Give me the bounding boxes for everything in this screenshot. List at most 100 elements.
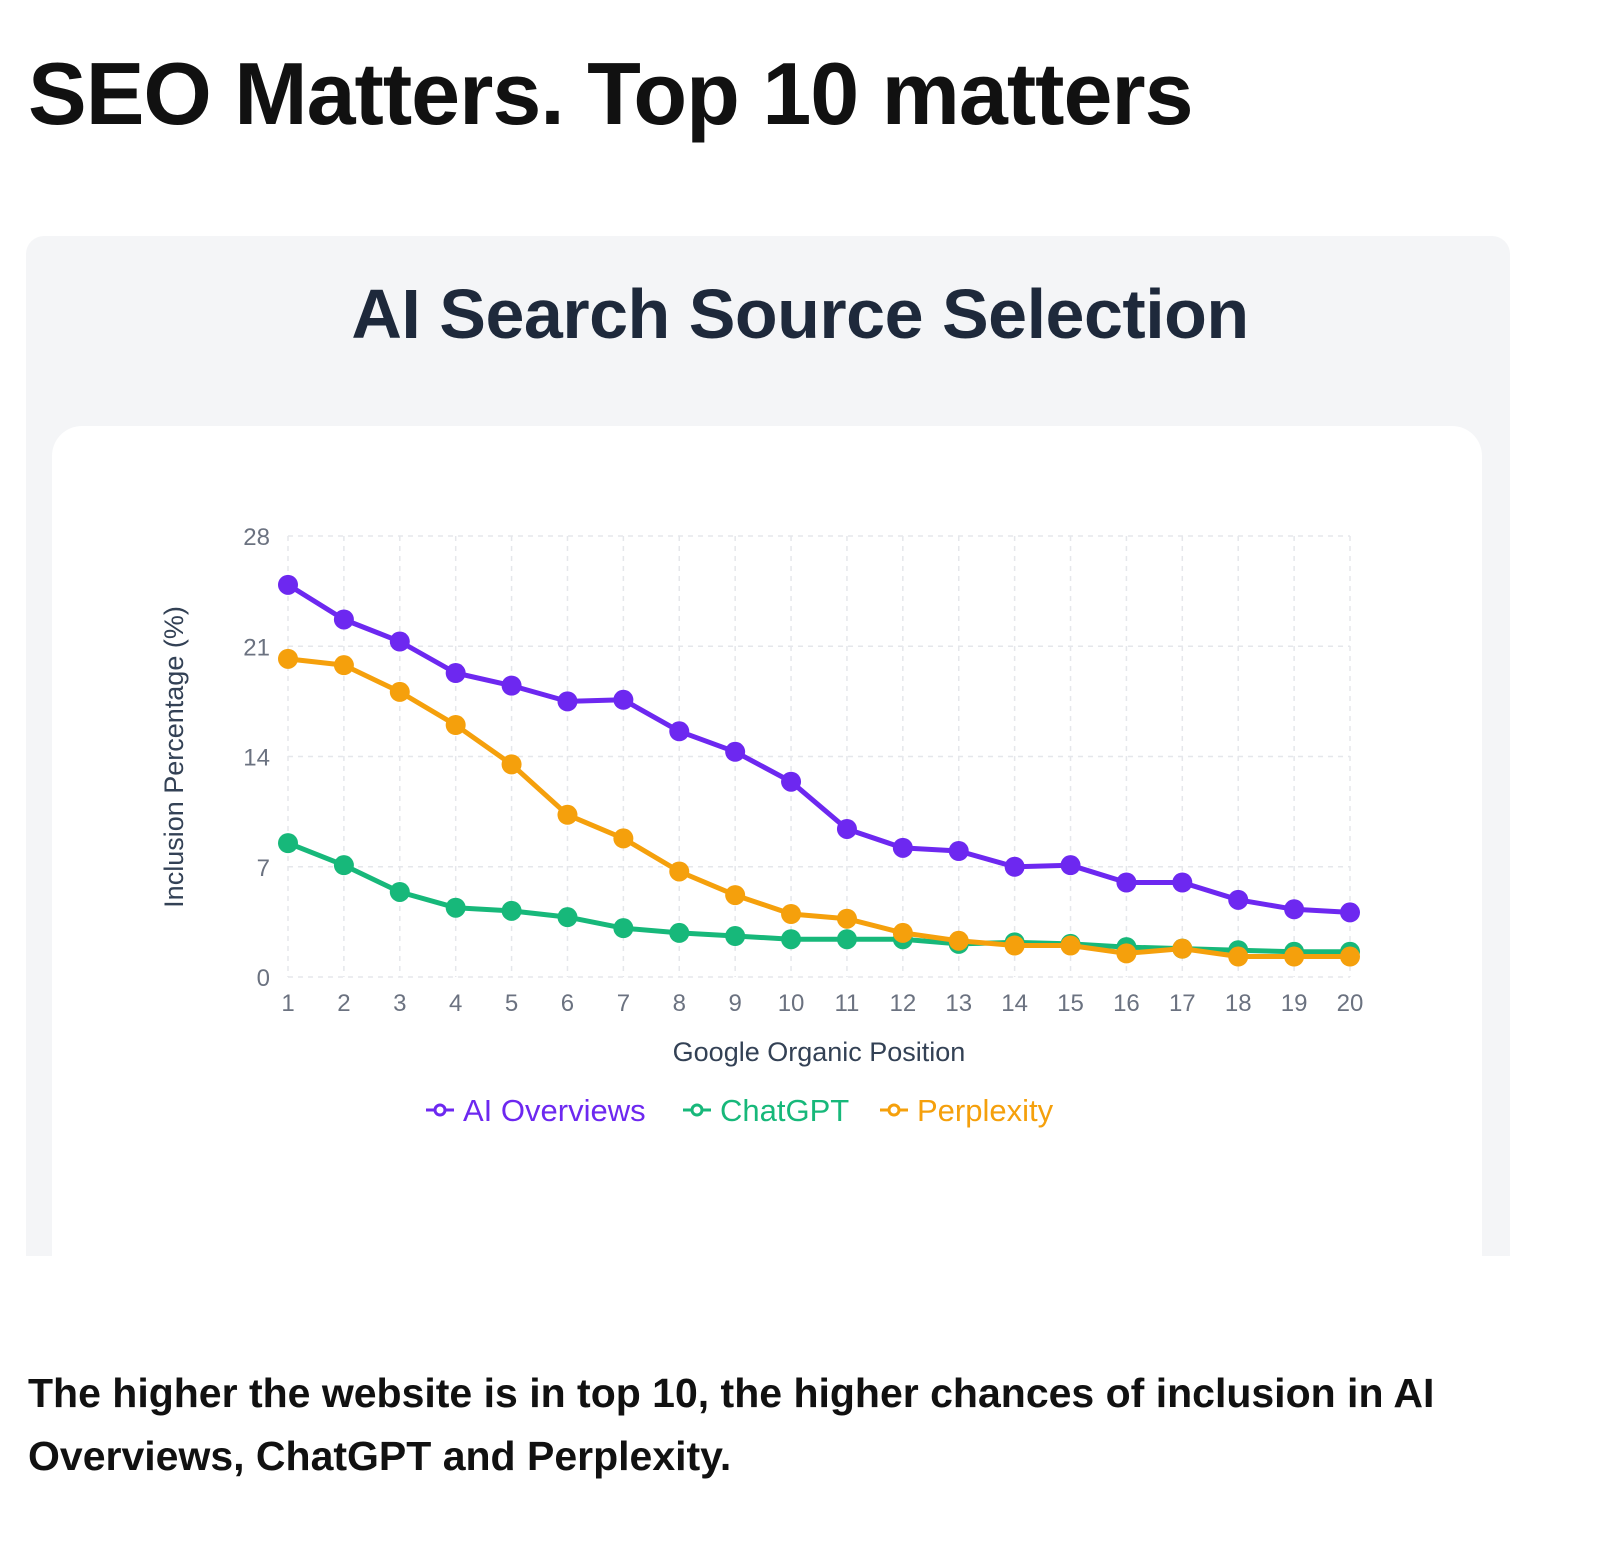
- data-point[interactable]: [1228, 946, 1249, 967]
- data-point[interactable]: [1004, 935, 1025, 956]
- series-layer: [278, 574, 1360, 967]
- x-tick-label: 15: [1057, 990, 1084, 1017]
- x-tick-label: 9: [728, 990, 741, 1017]
- x-tick-label: 5: [505, 990, 518, 1017]
- x-tick-label: 19: [1281, 990, 1308, 1017]
- data-point[interactable]: [781, 771, 802, 792]
- legend-item-perplexity[interactable]: Perplexity: [880, 1093, 1054, 1128]
- x-tick-label: 17: [1169, 990, 1196, 1017]
- data-point[interactable]: [389, 631, 410, 652]
- legend-label: AI Overviews: [463, 1093, 646, 1128]
- x-tick-label: 4: [449, 990, 462, 1017]
- y-axis-label: Inclusion Percentage (%): [159, 606, 189, 908]
- data-point[interactable]: [501, 900, 522, 921]
- data-point[interactable]: [669, 861, 690, 882]
- data-point[interactable]: [781, 929, 802, 950]
- data-point[interactable]: [557, 907, 578, 928]
- y-tick-label: 7: [257, 855, 270, 882]
- data-point[interactable]: [389, 881, 410, 902]
- data-point[interactable]: [1228, 889, 1249, 910]
- data-point[interactable]: [613, 828, 634, 849]
- data-point[interactable]: [613, 689, 634, 710]
- legend-label: ChatGPT: [720, 1093, 849, 1128]
- x-tick-label: 11: [834, 990, 859, 1017]
- x-tick-label: 16: [1113, 990, 1140, 1017]
- data-point[interactable]: [836, 929, 857, 950]
- x-tick-label: 14: [1001, 990, 1028, 1017]
- data-point[interactable]: [669, 721, 690, 742]
- data-point[interactable]: [557, 804, 578, 825]
- data-point[interactable]: [781, 904, 802, 924]
- x-tick-label: 3: [393, 990, 406, 1017]
- data-point[interactable]: [1340, 946, 1360, 967]
- legend-marker-icon: [887, 1103, 901, 1117]
- legend-item-ai-overviews[interactable]: AI Overviews: [426, 1093, 646, 1128]
- series-line: [285, 582, 1353, 915]
- data-point[interactable]: [1172, 938, 1193, 959]
- page-title: SEO Matters. Top 10 matters: [28, 44, 1194, 143]
- x-axis-ticks: 1 2 3 4 5 6 7 8 9 10 11 12 13 14 15 16 17 18 19 20: [281, 990, 1363, 1017]
- data-point[interactable]: [1116, 872, 1137, 893]
- data-point[interactable]: [1172, 872, 1193, 893]
- data-point[interactable]: [557, 691, 578, 712]
- x-tick-label: 1: [281, 990, 294, 1017]
- x-tick-label: 20: [1337, 990, 1364, 1017]
- data-point[interactable]: [836, 818, 857, 839]
- legend-item-chatgpt[interactable]: ChatGPT: [683, 1093, 849, 1128]
- series-line: [285, 840, 1353, 955]
- y-tick-label: 21: [243, 634, 270, 661]
- data-point[interactable]: [1004, 856, 1025, 877]
- x-tick-label: 18: [1225, 990, 1252, 1017]
- data-point[interactable]: [1340, 902, 1360, 923]
- data-point[interactable]: [389, 681, 410, 702]
- data-point[interactable]: [892, 837, 913, 858]
- data-point[interactable]: [278, 648, 298, 669]
- legend-marker-icon: [433, 1103, 447, 1117]
- chart-grid: [287, 535, 1351, 978]
- data-point[interactable]: [725, 885, 746, 906]
- data-point[interactable]: [1284, 946, 1305, 967]
- series-perplexity: [278, 648, 1360, 967]
- data-point[interactable]: [613, 918, 634, 939]
- legend-marker-icon: [690, 1103, 704, 1117]
- x-tick-label: 2: [337, 990, 350, 1017]
- data-point[interactable]: [445, 663, 466, 684]
- data-point[interactable]: [669, 922, 690, 943]
- x-tick-label: 10: [778, 990, 805, 1017]
- data-point[interactable]: [445, 715, 466, 735]
- data-point[interactable]: [1060, 855, 1081, 876]
- data-point[interactable]: [501, 675, 522, 696]
- data-point[interactable]: [333, 855, 354, 876]
- data-point[interactable]: [445, 897, 466, 918]
- chart-title: AI Search Source Selection: [351, 275, 1249, 353]
- data-point[interactable]: [725, 926, 746, 947]
- data-point[interactable]: [1284, 899, 1305, 920]
- legend: AI Overviews ChatGPT Perplexity: [426, 1093, 1054, 1128]
- data-point[interactable]: [1116, 943, 1137, 964]
- data-point[interactable]: [278, 574, 298, 595]
- data-point[interactable]: [836, 908, 857, 929]
- data-point[interactable]: [725, 741, 746, 762]
- x-axis-label: Google Organic Position: [673, 1037, 966, 1067]
- x-tick-label: 13: [945, 990, 972, 1017]
- x-tick-label: 8: [673, 990, 686, 1017]
- y-tick-label: 14: [243, 745, 270, 772]
- y-tick-label: 28: [243, 524, 270, 551]
- x-tick-label: 6: [561, 990, 574, 1017]
- y-axis-ticks: 0 7 14 21 28: [243, 524, 270, 992]
- data-point[interactable]: [501, 754, 522, 775]
- series-ai-overviews: [278, 574, 1360, 923]
- data-point[interactable]: [278, 833, 298, 854]
- x-tick-label: 7: [617, 990, 630, 1017]
- data-point[interactable]: [948, 841, 969, 861]
- x-tick-label: 12: [889, 990, 916, 1017]
- data-point[interactable]: [1060, 935, 1081, 956]
- data-point[interactable]: [948, 930, 969, 951]
- data-point[interactable]: [333, 609, 354, 630]
- legend-label: Perplexity: [917, 1093, 1054, 1128]
- caption-text: The higher the website is in top 10, the…: [28, 1370, 1435, 1479]
- series-chatgpt: [278, 833, 1360, 962]
- data-point[interactable]: [333, 655, 354, 676]
- data-point[interactable]: [892, 922, 913, 943]
- y-tick-label: 0: [257, 965, 270, 992]
